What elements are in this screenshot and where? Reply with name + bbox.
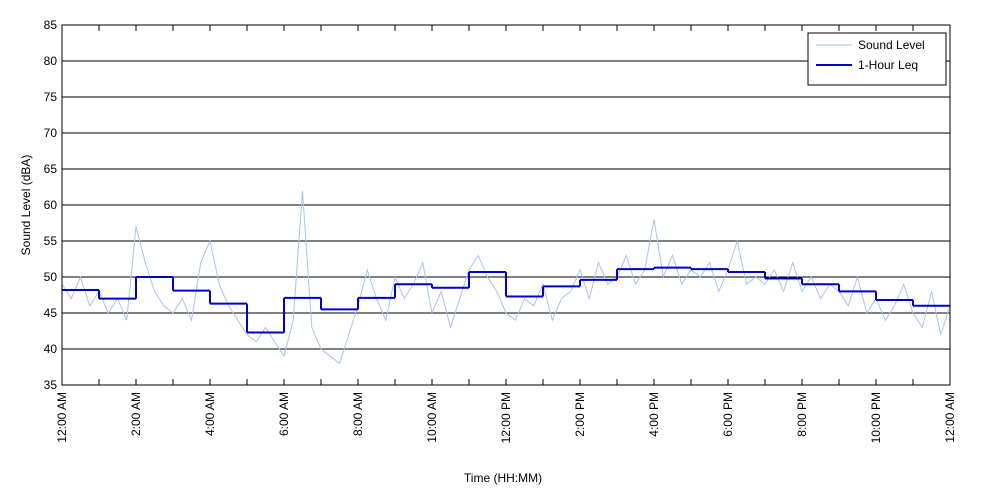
x-tick-label: 12:00 PM (499, 392, 513, 443)
legend-label: 1-Hour Leq (858, 58, 918, 72)
y-tick-label: 40 (44, 342, 58, 356)
plot-frame (61, 24, 951, 386)
x-tick-label: 10:00 PM (869, 392, 883, 443)
legend-label: Sound Level (858, 38, 925, 52)
y-tick-label: 45 (44, 306, 58, 320)
y-tick-label: 35 (44, 378, 58, 392)
y-tick-label: 70 (44, 126, 58, 140)
x-tick-label: 2:00 AM (129, 392, 143, 436)
x-tick-label: 4:00 PM (647, 392, 661, 437)
y-tick-label: 85 (44, 18, 58, 32)
y-tick-label: 50 (44, 270, 58, 284)
y-tick-label: 80 (44, 54, 58, 68)
y-tick-label: 55 (44, 234, 58, 248)
x-tick-label: 12:00 AM (55, 392, 69, 443)
sound-level-line (61, 190, 951, 365)
x-tick-label: 6:00 PM (721, 392, 735, 437)
x-tick-label: 12:00 AM (943, 392, 957, 443)
x-tick-label: 4:00 AM (203, 392, 217, 436)
y-tick-label: 75 (44, 90, 58, 104)
x-tick-label: 8:00 AM (351, 392, 365, 436)
x-axis-label: Time (HH:MM) (464, 471, 542, 485)
x-tick-label: 2:00 PM (573, 392, 587, 437)
y-tick-label: 65 (44, 162, 58, 176)
x-tick-label: 10:00 AM (425, 392, 439, 443)
legend-box (807, 32, 947, 86)
y-axis-label: Sound Level (dBA) (19, 155, 33, 256)
x-tick-label: 6:00 AM (277, 392, 291, 436)
y-tick-label: 60 (44, 198, 58, 212)
x-tick-label: 8:00 PM (795, 392, 809, 437)
